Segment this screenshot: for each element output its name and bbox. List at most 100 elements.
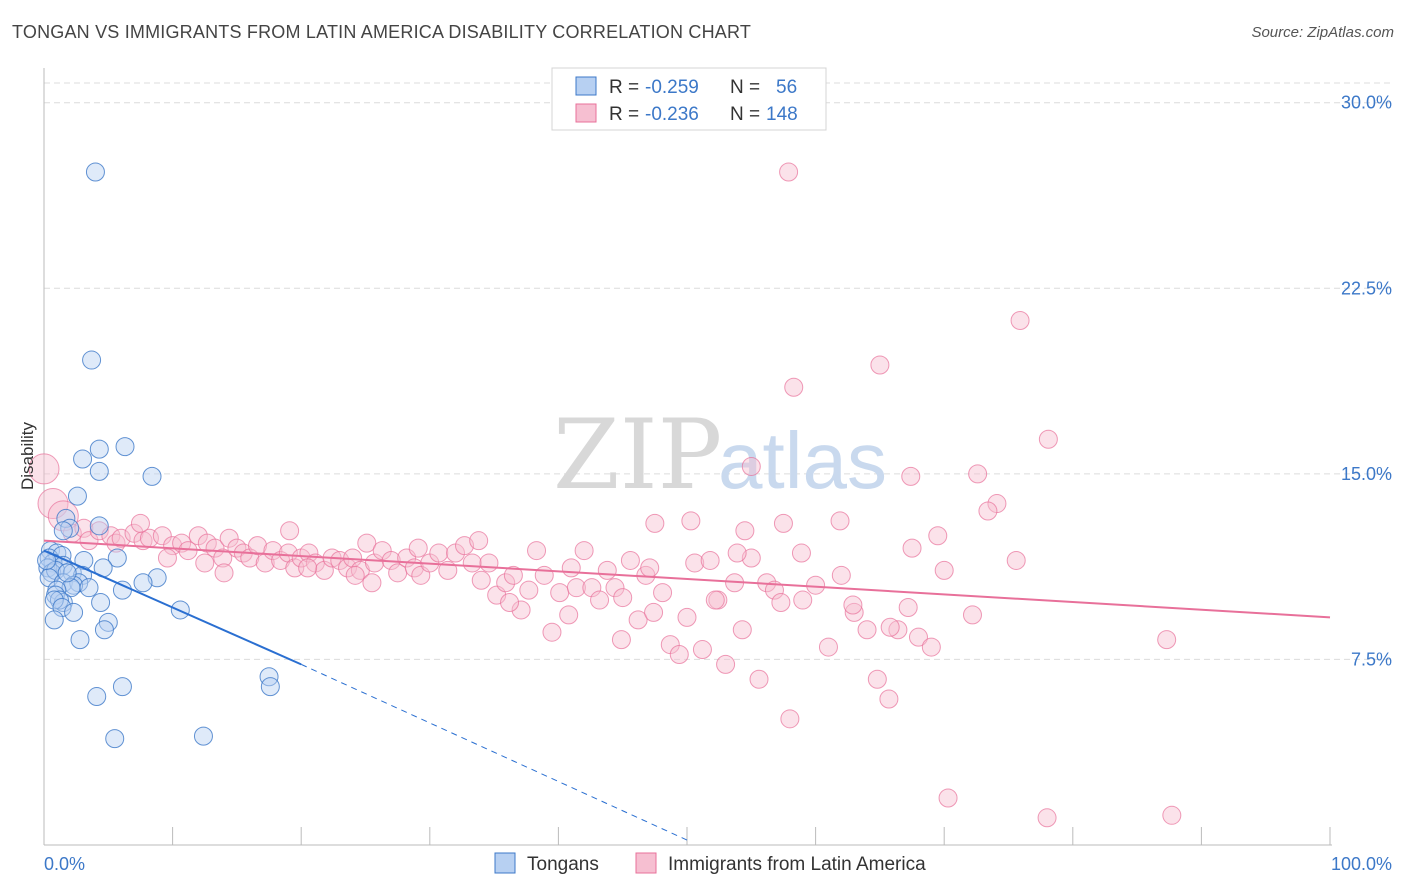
tongans-point [52,597,72,617]
latin-america-point [74,518,94,538]
latin-america-point [831,565,851,585]
latin-america-point [79,531,99,551]
latin-america-point [830,511,850,531]
tongans-point [91,593,111,613]
latin-america-point [741,548,761,568]
latin-america-point [357,533,377,553]
latin-america-point [741,456,761,476]
latin-america-point [89,521,109,541]
latin-america-point [582,578,602,598]
latin-america-point [764,580,784,600]
latin-america-point [978,501,998,521]
latin-america-point [818,637,838,657]
tongans-point [70,630,90,650]
tongans-point [193,726,213,746]
y-tick-label: 30.0% [1341,93,1392,113]
latin-america-point [597,560,617,580]
latin-america-point [280,521,300,541]
tongans-point [87,687,107,707]
y-tick-label: 7.5% [1351,649,1392,669]
latin-america-point [28,453,60,485]
latin-america-point [934,560,954,580]
tongans-point [53,521,73,541]
latin-america-point [527,541,547,561]
tongans-point [133,573,153,593]
latin-america-point [152,526,172,546]
latin-america-point [928,526,948,546]
latin-america-point [566,578,586,598]
latin-america-point [611,630,631,650]
latin-america-point [365,553,385,573]
latin-america-point [640,558,660,578]
legend-r-value-2: -0.236 [645,104,699,125]
latin-america-point [534,565,554,585]
latin-america-point [462,553,482,573]
latin-america-point [455,536,475,556]
latin-america-point [888,620,908,640]
latin-america-point [1006,550,1026,570]
tongans-point [49,590,69,610]
latin-america-point [645,513,665,533]
latin-america-point [716,654,736,674]
tongans-point [142,466,162,486]
tongans-point [85,162,105,182]
latin-america-point [791,543,811,563]
legend-r-value-1: -0.259 [645,77,699,98]
latin-america-point [214,563,234,583]
latin-america-point [771,593,791,613]
latin-america-point [628,610,648,630]
tongans-point [89,439,109,459]
latin-america-point [921,637,941,657]
latin-america-point [700,550,720,570]
tongans-point [82,350,102,370]
source-label: Source: ZipAtlas.com [1251,24,1394,41]
latin-america-point [195,553,215,573]
bottom-legend-swatch-latin-america [635,852,657,874]
watermark: ZIP atlas [553,399,887,511]
tongans-point [44,610,64,630]
latin-america-point [938,788,958,808]
axes [43,68,1332,846]
x-tick-label-max: 100.0% [1331,854,1392,874]
tongans-point [260,677,280,697]
latin-america-point [511,600,531,620]
latin-america-point [902,538,922,558]
latin-america-point [705,590,725,610]
latin-america-point [735,521,755,541]
latin-america-point [806,575,826,595]
latin-america-point [550,583,570,603]
latin-america-point [685,553,705,573]
latin-america-point [681,511,701,531]
latin-america-point [870,355,890,375]
latin-america-point [613,588,633,608]
tongans-trend-line [43,549,302,666]
legend-n-label-1: N = [730,77,760,98]
latin-america-point [779,162,799,182]
latin-america-point [213,548,233,568]
tongans-point [115,437,135,457]
latin-america-point [605,578,625,598]
tongans-point [89,516,109,536]
tongans-point [64,602,84,622]
latin-america-point [111,528,131,548]
legend-swatch-latin-america [575,103,597,123]
latin-america-point [503,565,523,585]
legend-n-label-2: N = [730,104,760,125]
tongans-point [74,550,94,570]
latin-america-point [732,620,752,640]
legend-r-label-1: R = [609,77,639,98]
tongans-point [56,508,76,528]
latin-america-point [157,548,177,568]
tongans-point [112,580,132,600]
tongans-point [112,677,132,697]
tongans-point [79,578,99,598]
tongans-trend-extension [300,663,688,841]
y-axis-label: Disability [18,421,37,490]
tongans-point [89,461,109,481]
bottom-legend-swatch-tongans [494,852,516,874]
watermark-zip: ZIP [553,399,722,511]
latin-america-point [793,590,813,610]
latin-america-point [692,640,712,660]
latin-america-point [314,560,334,580]
latin-america-point [669,644,689,664]
